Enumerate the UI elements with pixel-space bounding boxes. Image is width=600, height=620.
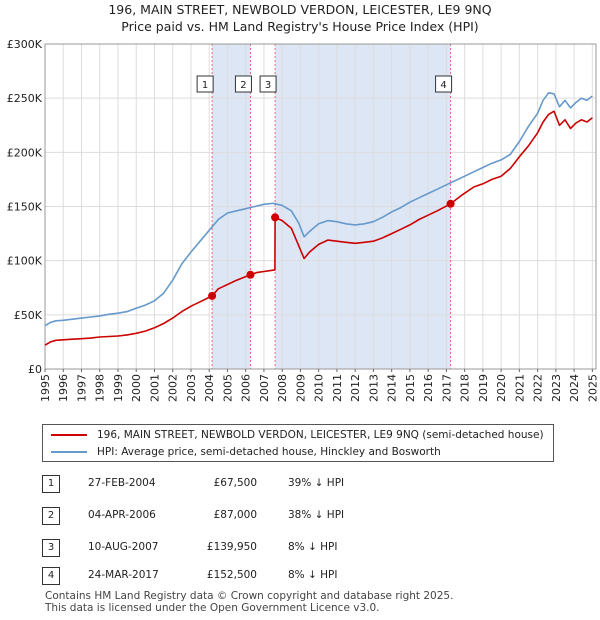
sale-row: 3 10-AUG-2007 £139,950 8% ↓ HPI (42, 538, 552, 558)
plot-frame (44, 43, 597, 370)
y-tick-label: £0 (28, 363, 42, 376)
x-tick-label: 2025 (586, 374, 599, 402)
chart-title-address: 196, MAIN STREET, NEWBOLD VERDON, LEICES… (108, 2, 492, 17)
sale-number-badge: 2 (42, 507, 60, 525)
sale-hpi-diff: 8% ↓ HPI (288, 569, 338, 581)
x-tick-label: 2009 (294, 374, 307, 402)
sale-row: 4 24-MAR-2017 £152,500 8% ↓ HPI (42, 566, 552, 586)
x-tick-label: 2006 (240, 374, 253, 402)
sale-price: £152,500 (206, 569, 257, 581)
sale-label-number: 4 (440, 80, 446, 91)
y-tick-label: £50K (14, 309, 43, 322)
sale-date: 04-APR-2006 (88, 509, 156, 521)
x-tick-label: 2018 (459, 374, 472, 402)
x-tick-label: 2022 (532, 374, 545, 402)
y-tick-label: £150K (7, 201, 43, 214)
x-tick-label: 2008 (276, 374, 289, 402)
x-tick-label: 2012 (349, 374, 362, 402)
x-tick-label: 2019 (477, 374, 490, 402)
sale-label-box (435, 75, 453, 93)
x-tick-label: 2021 (513, 374, 526, 402)
x-tick-label: 1997 (75, 374, 88, 402)
sale-point (446, 199, 455, 208)
sale-date: 27-FEB-2004 (88, 477, 156, 489)
x-tick-label: 2003 (185, 374, 198, 402)
sale-label-number: 1 (202, 80, 208, 91)
x-tick-label: 2016 (422, 374, 435, 402)
y-tick-label: £200K (7, 146, 43, 159)
sale-number-badge: 4 (42, 567, 60, 585)
x-tick-label: 2011 (331, 374, 344, 402)
sale-date: 10-AUG-2007 (88, 541, 159, 553)
x-tick-label: 2015 (404, 374, 417, 402)
x-tick-label: 2007 (258, 374, 271, 402)
chart-legend: 196, MAIN STREET, NEWBOLD VERDON, LEICES… (42, 424, 554, 462)
legend-label-hpi: HPI: Average price, semi-detached house,… (97, 446, 441, 458)
chart-subtitle: Price paid vs. HM Land Registry's House … (121, 19, 479, 34)
x-tick-label: 2020 (495, 374, 508, 402)
property-series-line (44, 110, 593, 346)
y-tick-label: £100K (7, 255, 43, 268)
legend-label-property: 196, MAIN STREET, NEWBOLD VERDON, LEICES… (97, 429, 544, 441)
legend-swatch-hpi (51, 451, 87, 453)
x-tick-label: 2017 (440, 374, 453, 402)
sale-label-box (196, 75, 214, 93)
x-tick-label: 2013 (367, 374, 380, 402)
sale-row: 2 04-APR-2006 £87,000 38% ↓ HPI (42, 506, 552, 526)
y-tick-label: £300K (7, 38, 43, 51)
price-chart: 1 2 3 4 £0 £50K £100K £150K £200K £250K £300K 1995 1… (7, 38, 600, 402)
x-tick-label: 2000 (130, 374, 143, 402)
footer-licence: This data is licensed under the Open Gov… (45, 602, 380, 614)
x-tick-label: 2023 (550, 374, 563, 402)
sale-price: £87,000 (213, 509, 257, 521)
x-tick-label: 2004 (203, 374, 216, 402)
sale-label-box (259, 75, 277, 93)
legend-item-property: 196, MAIN STREET, NEWBOLD VERDON, LEICES… (51, 427, 544, 443)
x-tick-label: 1998 (94, 374, 107, 402)
x-tick-label: 1996 (57, 374, 70, 402)
x-tick-label: 2010 (313, 374, 326, 402)
legend-swatch-property (51, 434, 87, 436)
x-tick-label: 1995 (39, 374, 52, 402)
sale-label-box (234, 75, 252, 93)
sale-point (271, 213, 280, 222)
y-tick-label: £250K (7, 92, 43, 105)
sale-row: 1 27-FEB-2004 £67,500 39% ↓ HPI (42, 474, 552, 494)
x-tick-label: 2024 (568, 374, 581, 402)
sale-number-badge: 1 (42, 475, 60, 493)
x-tick-label: 2002 (167, 374, 180, 402)
x-tick-label: 1999 (112, 374, 125, 402)
sale-point (246, 270, 255, 279)
hpi-series-line (44, 92, 593, 327)
sale-hpi-diff: 39% ↓ HPI (288, 477, 345, 489)
sale-point (208, 291, 217, 300)
sale-number-badge: 3 (42, 539, 60, 557)
x-tick-label: 2005 (221, 374, 234, 402)
sale-label-number: 3 (265, 80, 271, 91)
footer-copyright: Contains HM Land Registry data © Crown c… (45, 590, 454, 602)
legend-item-hpi: HPI: Average price, semi-detached house,… (51, 444, 441, 460)
sale-price: £67,500 (213, 477, 257, 489)
sale-hpi-diff: 8% ↓ HPI (288, 541, 338, 553)
sale-hpi-diff: 38% ↓ HPI (288, 509, 345, 521)
sale-price: £139,950 (206, 541, 257, 553)
x-tick-label: 2014 (386, 374, 399, 402)
sale-label-number: 2 (240, 80, 246, 91)
sale-date: 24-MAR-2017 (88, 569, 159, 581)
x-tick-label: 2001 (148, 374, 161, 402)
